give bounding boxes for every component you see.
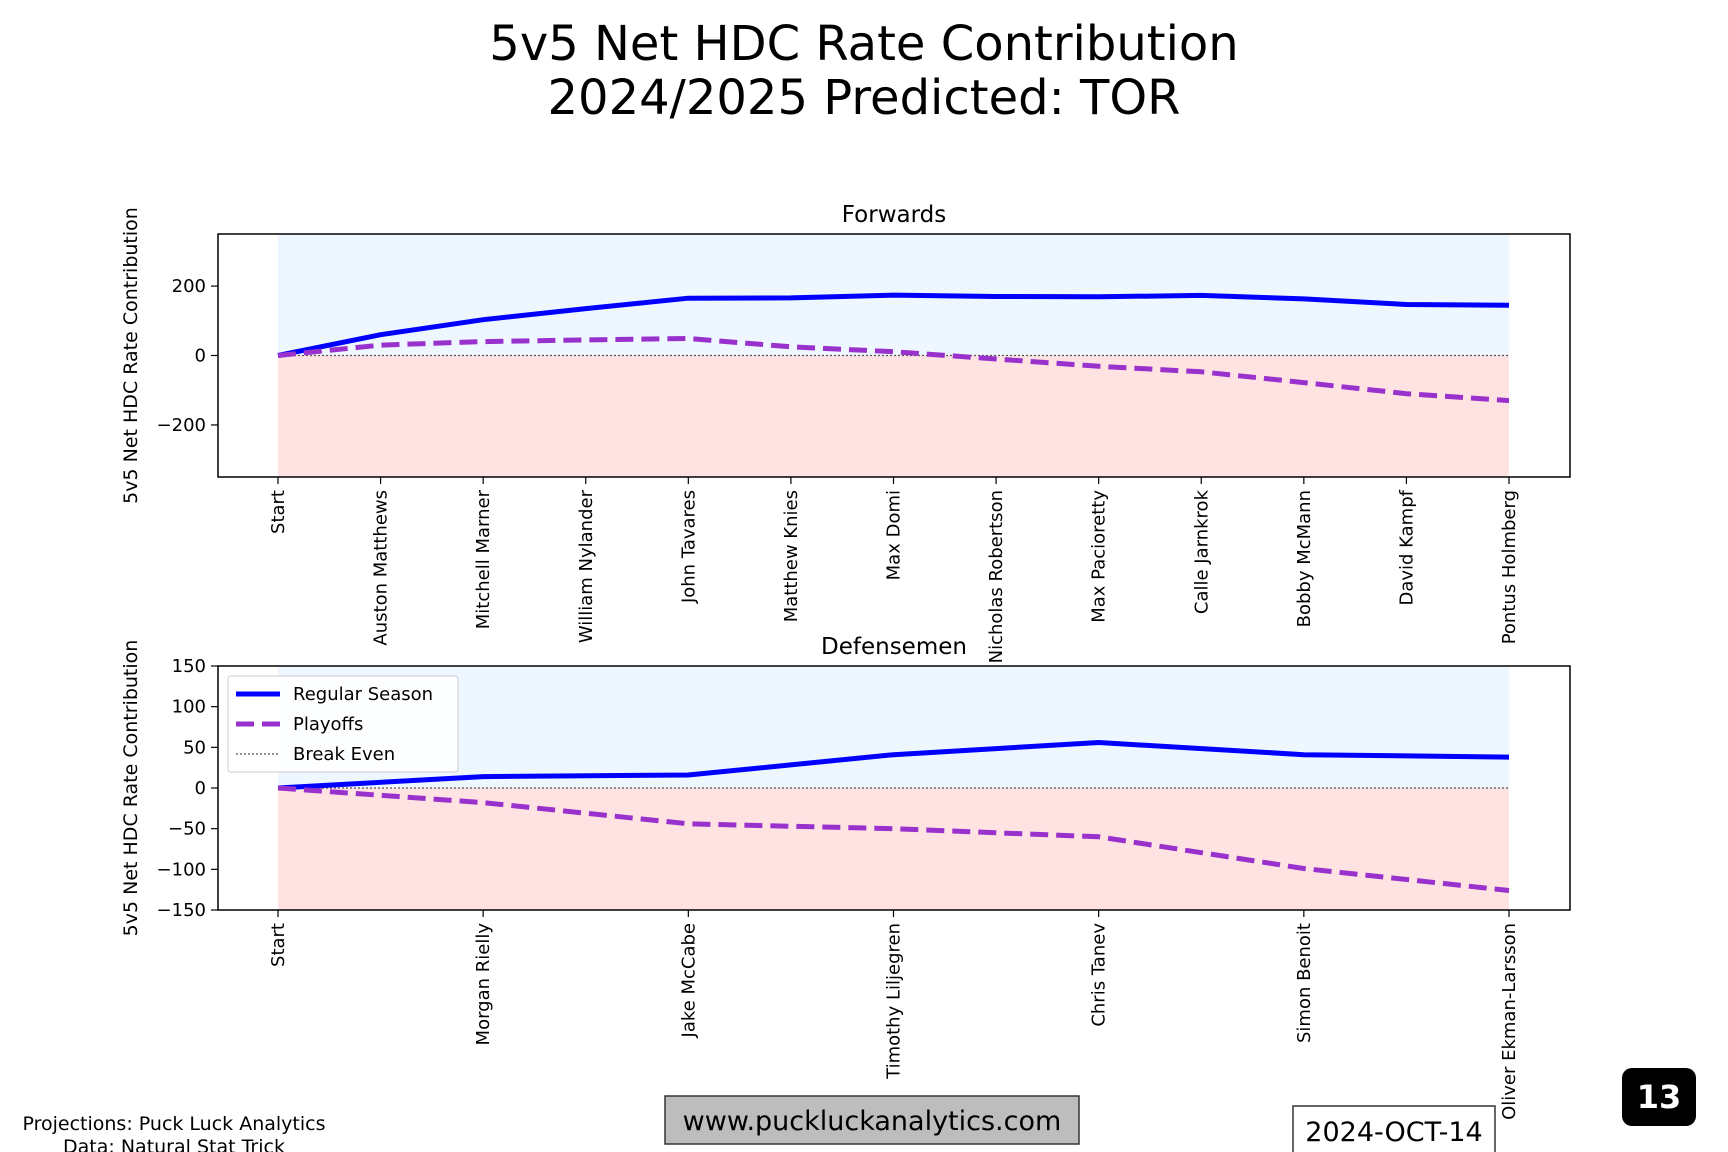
y-axis-label: 5v5 Net HDC Rate Contribution bbox=[120, 640, 142, 937]
playoffs-line bbox=[277, 785, 1510, 893]
x-tick-label: Mitchell Marner bbox=[473, 489, 494, 629]
y-tick-label: −50 bbox=[168, 819, 206, 840]
negative-region bbox=[278, 355, 1509, 477]
x-tick-label: Chris Tanev bbox=[1089, 923, 1110, 1027]
y-tick-label: 150 bbox=[172, 656, 206, 677]
y-tick-label: 0 bbox=[195, 778, 206, 799]
x-tick-label: Auston Matthews bbox=[371, 490, 392, 646]
y-tick-label: −150 bbox=[157, 900, 206, 921]
y-tick-label: 200 bbox=[172, 276, 206, 297]
positive-region bbox=[278, 666, 1509, 788]
forwards-panel: Forwards −200 0 200 5v5 Net HDC Rate Contrib… bbox=[120, 202, 1571, 663]
playoffs-line bbox=[277, 336, 1510, 404]
y-tick-label: 50 bbox=[183, 737, 206, 758]
page-number: 13 bbox=[1637, 1078, 1682, 1116]
credits-projections: Projections: Puck Luck Analytics bbox=[22, 1113, 325, 1135]
x-tick-label: Start bbox=[268, 490, 289, 534]
y-tick-label: −100 bbox=[157, 859, 206, 880]
legend-break-even-label: Break Even bbox=[293, 744, 395, 765]
x-tick-label: Pontus Holmberg bbox=[1499, 490, 1520, 644]
y-tick-label: 0 bbox=[195, 346, 206, 367]
x-tick-label: Oliver Ekman-Larsson bbox=[1499, 923, 1520, 1120]
x-tick-label: Timothy Liljegren bbox=[884, 923, 905, 1080]
x-tick-label: Jake McCabe bbox=[678, 923, 699, 1038]
website-link[interactable]: www.puckluckanalytics.com bbox=[683, 1106, 1062, 1137]
y-tick-label: −200 bbox=[157, 415, 206, 436]
defensemen-panel: Defensemen −150 −100 −50 0 50 100 150 5v5 Net HD… bbox=[120, 634, 1571, 1120]
x-tick-label: Morgan Rielly bbox=[473, 923, 494, 1046]
date-label: 2024-OCT-14 bbox=[1305, 1117, 1482, 1148]
x-tick-label: Max Domi bbox=[884, 490, 905, 580]
x-tick-label: Nicholas Robertson bbox=[986, 490, 1007, 663]
y-axis-label: 5v5 Net HDC Rate Contribution bbox=[120, 207, 142, 504]
legend-playoffs-label: Playoffs bbox=[293, 714, 363, 735]
x-tick-label: Calle Jarnkrok bbox=[1191, 489, 1212, 614]
x-tick-label: Max Pacioretty bbox=[1089, 490, 1110, 623]
website-box bbox=[664, 1095, 1080, 1145]
legend-box bbox=[227, 675, 459, 773]
page-badge bbox=[1622, 1068, 1696, 1126]
x-tick-label: Bobby McMann bbox=[1294, 490, 1315, 627]
x-tick-label: Start bbox=[268, 923, 289, 967]
y-tick-label: 100 bbox=[172, 697, 206, 718]
panel-title: Forwards bbox=[842, 202, 946, 228]
legend-regular-season-label: Regular Season bbox=[293, 684, 433, 705]
regular-season-line bbox=[277, 740, 1510, 791]
date-box bbox=[1292, 1105, 1496, 1152]
figure-title-line-1: 5v5 Net HDC Rate Contribution bbox=[489, 16, 1238, 72]
x-tick-label: David Kampf bbox=[1396, 489, 1417, 605]
x-tick-label: Simon Benoit bbox=[1294, 923, 1315, 1043]
credits-data: Data: Natural Stat Trick bbox=[63, 1136, 285, 1152]
x-tick-label: Matthew Knies bbox=[781, 490, 802, 622]
regular-season-line bbox=[277, 292, 1510, 358]
figure-title-line-2: 2024/2025 Predicted: TOR bbox=[548, 70, 1181, 126]
x-tick-label: John Tavares bbox=[678, 490, 699, 604]
panel-title: Defensemen bbox=[821, 634, 967, 660]
x-tick-label: William Nylander bbox=[576, 489, 597, 643]
legend: Regular Season Playoffs Break Even bbox=[227, 675, 459, 773]
negative-region bbox=[278, 788, 1509, 910]
